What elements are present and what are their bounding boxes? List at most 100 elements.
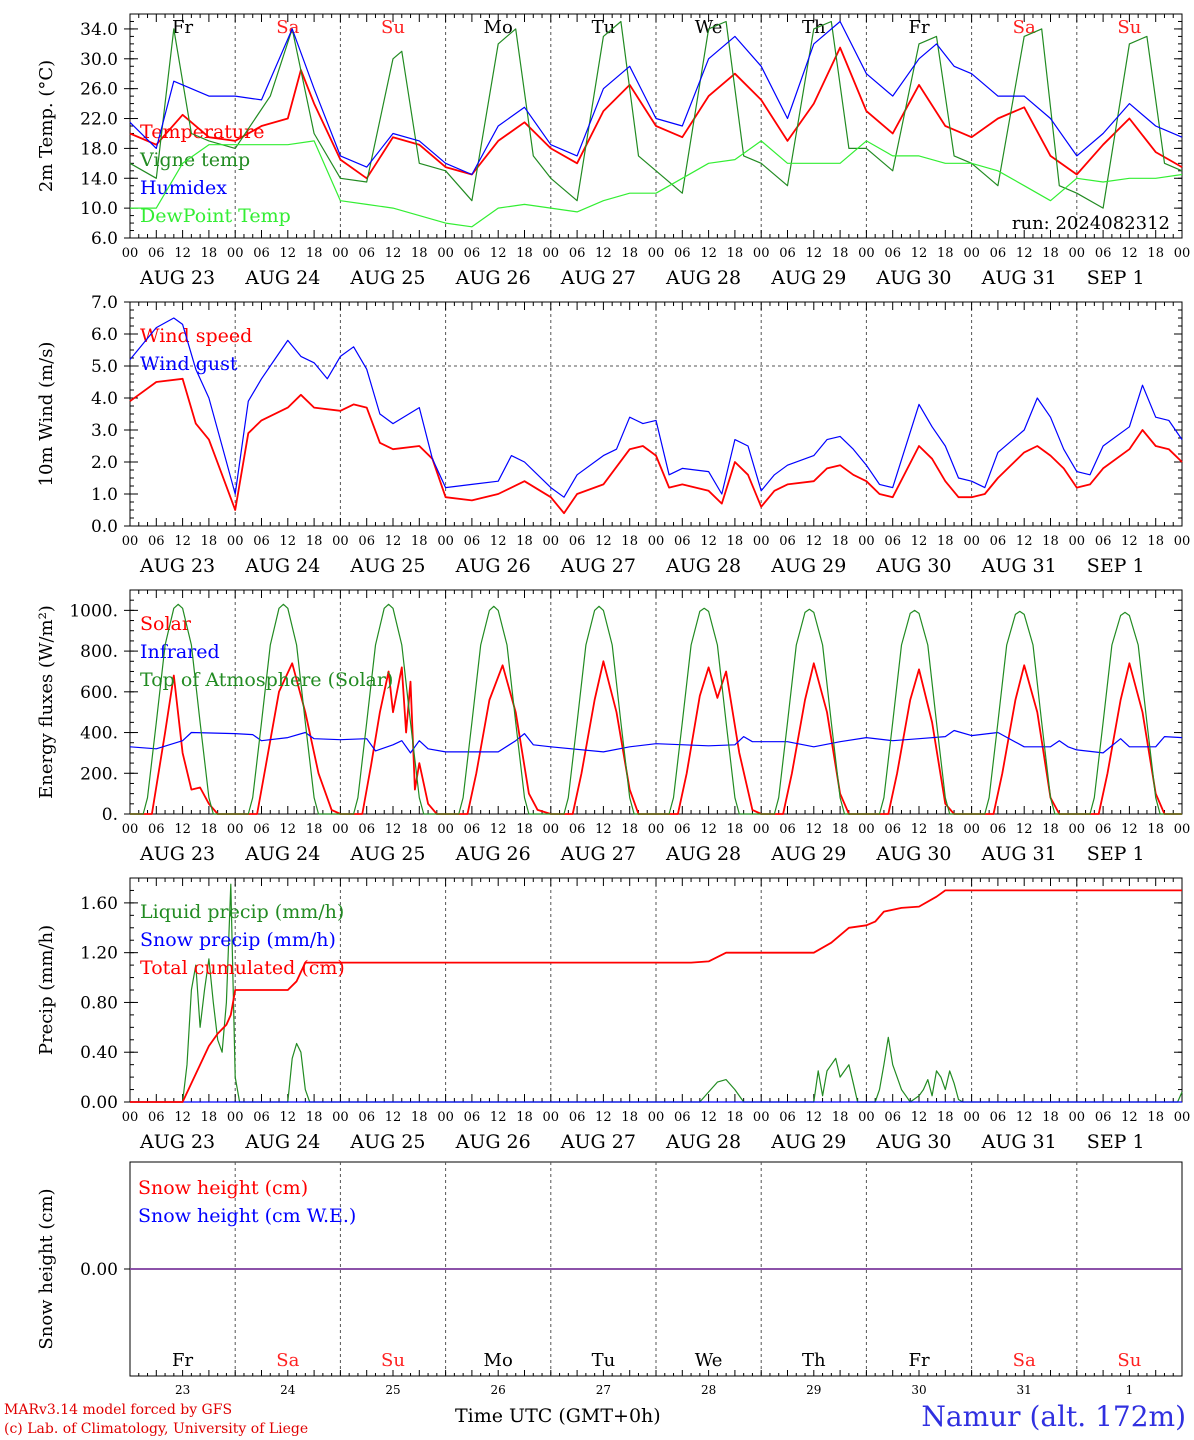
date-label: AUG 24 [244, 843, 320, 865]
date-label: AUG 28 [665, 843, 741, 865]
legend-entry: Infrared [140, 641, 220, 663]
date-label: AUG 25 [349, 267, 425, 289]
hour-tick-label: 18 [832, 1110, 849, 1125]
hour-tick-label: 12 [700, 1110, 717, 1125]
hour-tick-label: 06 [1095, 822, 1112, 837]
legend-entry: DewPoint Temp [140, 205, 291, 227]
hour-tick-label: 12 [1016, 246, 1033, 261]
day-abbr-label: Su [1117, 1350, 1141, 1371]
day-number-label: 28 [701, 1383, 716, 1397]
hour-tick-label: 00 [858, 1110, 875, 1125]
date-label: AUG 26 [455, 843, 531, 865]
hour-tick-label: 18 [411, 1110, 428, 1125]
date-label: AUG 25 [349, 843, 425, 865]
y-tick-label: 34.0 [80, 20, 118, 40]
y-tick-label: 1000. [69, 601, 118, 621]
hour-tick-label: 18 [201, 1110, 218, 1125]
y-tick-label: 1.0 [91, 485, 118, 505]
hour-tick-label: 06 [990, 1110, 1007, 1125]
hour-tick-label: 00 [1069, 822, 1086, 837]
y-tick-label: 0. [102, 805, 118, 825]
hour-tick-label: 12 [700, 822, 717, 837]
hour-tick-label: 18 [201, 822, 218, 837]
hour-tick-label: 12 [174, 534, 191, 549]
hour-tick-label: 06 [884, 1110, 901, 1125]
date-label: AUG 26 [455, 555, 531, 577]
hour-tick-label: 12 [595, 1110, 612, 1125]
y-tick-label: 14.0 [80, 169, 118, 189]
hour-tick-label: 12 [280, 1110, 297, 1125]
hour-tick-label: 00 [963, 534, 980, 549]
series-line-infrared [129, 729, 1183, 754]
legend-entry: Wind gust [140, 353, 238, 375]
hour-tick-label: 00 [543, 534, 560, 549]
hour-tick-label: 18 [411, 822, 428, 837]
hour-tick-label: 00 [332, 1110, 349, 1125]
date-label: AUG 25 [349, 1131, 425, 1153]
hour-tick-label: 12 [280, 822, 297, 837]
hour-tick-label: 12 [385, 822, 402, 837]
series-line-vigne-temp [129, 20, 1183, 209]
date-label: AUG 27 [560, 843, 636, 865]
hour-tick-label: 06 [253, 1110, 270, 1125]
legend-entry: Solar [140, 613, 192, 635]
panel-energy: 00 06 12 18 00 06 12 18 00 06 12 18 00 06 12 18 00 06 12 18… [36, 589, 1190, 865]
hour-tick-label: 12 [806, 822, 823, 837]
hour-tick-label: 06 [148, 246, 165, 261]
day-abbr-label: Sa [276, 17, 299, 38]
date-label: AUG 31 [981, 267, 1057, 289]
hour-tick-label: 12 [700, 246, 717, 261]
day-abbr-label: Mo [484, 1350, 513, 1371]
hour-tick-label: 12 [1016, 1110, 1033, 1125]
date-label: AUG 25 [349, 555, 425, 577]
y-tick-label: 18.0 [80, 139, 118, 159]
hour-tick-label: 00 [648, 1110, 665, 1125]
hour-tick-label: 00 [332, 534, 349, 549]
hour-tick-label: 18 [1147, 1110, 1164, 1125]
hour-tick-label: 00 [437, 246, 454, 261]
date-label: SEP 1 [1087, 1131, 1145, 1153]
hour-tick-label: 06 [674, 822, 691, 837]
hour-tick-label: 06 [674, 246, 691, 261]
hour-tick-label: 06 [779, 246, 796, 261]
series-line-top-of-atmosphere-solar- [130, 603, 1182, 815]
legend-entry: Top of Atmosphere (Solar) [140, 669, 393, 691]
date-label: AUG 23 [139, 267, 215, 289]
y-tick-label: 0.80 [80, 993, 118, 1013]
series-line-liquid-precip-mm-h- [130, 883, 1183, 1103]
day-abbr-label: Th [802, 1350, 826, 1371]
y-axis-title: Energy fluxes (W/m²) [36, 605, 57, 799]
day-abbr-label: Mo [484, 17, 513, 38]
hour-tick-label: 12 [700, 534, 717, 549]
hour-tick-label: 00 [753, 822, 770, 837]
series-line-total-cumulated-cm- [130, 889, 1182, 1103]
hour-tick-label: 06 [464, 246, 481, 261]
legend-entry: Liquid precip (mm/h) [140, 901, 344, 923]
hour-tick-label: 00 [543, 822, 560, 837]
hour-tick-label: 00 [1069, 534, 1086, 549]
hour-tick-label: 18 [516, 246, 533, 261]
hour-tick-label: 18 [1042, 822, 1059, 837]
y-tick-label: 400. [80, 724, 118, 744]
hour-tick-label: 06 [674, 1110, 691, 1125]
hour-tick-label: 18 [727, 534, 744, 549]
hour-tick-label: 18 [201, 534, 218, 549]
date-label: AUG 31 [981, 555, 1057, 577]
date-label: AUG 24 [244, 555, 320, 577]
hour-tick-label: 06 [464, 822, 481, 837]
date-label: AUG 24 [244, 1131, 320, 1153]
day-number-label: 27 [596, 1383, 611, 1397]
hour-tick-label: 00 [543, 1110, 560, 1125]
date-label: AUG 29 [770, 555, 846, 577]
y-tick-label: 0.0 [91, 517, 118, 537]
hour-tick-label: 12 [174, 822, 191, 837]
date-label: AUG 30 [875, 555, 951, 577]
hour-tick-label: 12 [280, 246, 297, 261]
y-tick-label: 800. [80, 642, 118, 662]
hour-tick-label: 12 [280, 534, 297, 549]
date-label: AUG 29 [770, 1131, 846, 1153]
date-label: AUG 23 [139, 843, 215, 865]
hour-tick-label: 12 [806, 1110, 823, 1125]
series-line-humidex [129, 20, 1183, 176]
y-tick-label: 5.0 [91, 357, 118, 377]
